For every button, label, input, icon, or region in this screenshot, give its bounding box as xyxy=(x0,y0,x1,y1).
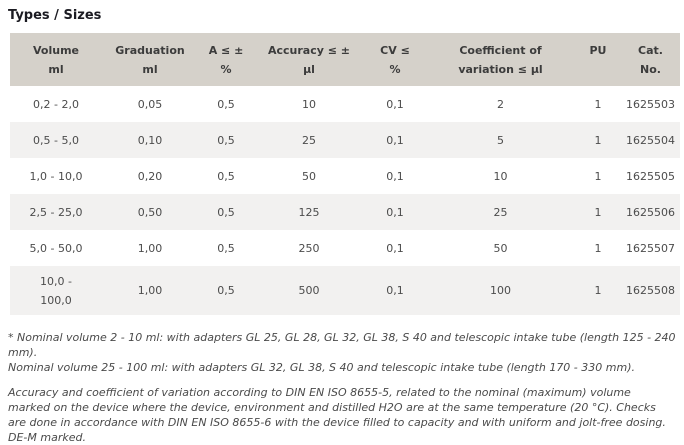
header-line: % xyxy=(389,62,401,76)
cell-volume: 10,0 - 100,0 xyxy=(10,266,102,315)
cell-pu: 1 xyxy=(594,241,602,255)
cell-cat-no: 1625505 xyxy=(626,169,675,183)
cell-accuracy: 250 xyxy=(298,241,320,255)
header-line: Accuracy ≤ ± xyxy=(267,43,351,57)
cell-pu: 1 xyxy=(594,169,602,183)
cell-cv: 0,1 xyxy=(364,266,426,315)
footnote-adapters-line1: * Nominal volume 2 - 10 ml: with adapter… xyxy=(8,331,676,359)
col-header-accuracy: Accuracy ≤ ± µl xyxy=(254,33,364,86)
header-row: Volume ml Graduation ml A ≤ ± % Accuracy… xyxy=(10,33,680,86)
header-line: A ≤ ± xyxy=(208,43,244,57)
header-line: µl xyxy=(303,62,315,76)
cell-pu: 1 xyxy=(575,194,621,230)
table-row: 2,5 - 25,0 0,50 0,5 125 0,1 25 1 1625506 xyxy=(10,194,680,230)
header-line xyxy=(577,60,619,79)
cell-graduation: 0,20 xyxy=(137,169,163,183)
footnotes: * Nominal volume 2 - 10 ml: with adapter… xyxy=(8,330,676,445)
cell-cv: 0,1 xyxy=(364,122,426,158)
header-line: ml xyxy=(48,62,64,76)
table-row: 0,5 - 5,0 0,10 0,5 25 0,1 5 1 1625504 xyxy=(10,122,680,158)
header-line: Coefficient of xyxy=(459,43,542,57)
cell-graduation: 1,00 xyxy=(137,241,163,255)
cell-pu: 1 xyxy=(575,122,621,158)
col-header-pu: PU xyxy=(575,33,621,86)
table-row: 1,0 - 10,0 0,20 0,5 50 0,1 10 1 1625505 xyxy=(10,158,680,194)
cell-cv: 0,1 xyxy=(386,169,404,183)
cell-graduation: 0,50 xyxy=(102,194,198,230)
col-header-a-percent: A ≤ ± % xyxy=(198,33,254,86)
cell-accuracy: 50 xyxy=(302,169,316,183)
header-line: PU xyxy=(589,43,607,57)
footnote-adapters: * Nominal volume 2 - 10 ml: with adapter… xyxy=(8,330,676,375)
cell-cat-no: 1625503 xyxy=(626,97,675,111)
cell-a-percent: 0,5 xyxy=(217,241,235,255)
cell-volume: 5,0 - 50,0 xyxy=(29,241,83,255)
cell-cat-no: 1625504 xyxy=(621,122,680,158)
cell-coefficient: 5 xyxy=(426,122,575,158)
types-sizes-table: Volume ml Graduation ml A ≤ ± % Accuracy… xyxy=(10,33,680,315)
table-row: 10,0 - 100,0 1,00 0,5 500 0,1 100 1 1625… xyxy=(10,266,680,315)
table-row: 5,0 - 50,0 1,00 0,5 250 0,1 50 1 1625507 xyxy=(10,230,680,266)
header-line: Graduation xyxy=(115,43,185,57)
header-line: ml xyxy=(142,62,158,76)
cell-a-percent: 0,5 xyxy=(217,169,235,183)
cell-pu: 1 xyxy=(594,97,602,111)
cell-pu: 1 xyxy=(575,266,621,315)
col-header-volume: Volume ml xyxy=(10,33,102,86)
footnote-accuracy: Accuracy and coefficient of variation ac… xyxy=(8,386,666,444)
cell-cv: 0,1 xyxy=(386,97,404,111)
cell-volume: 1,0 - 10,0 xyxy=(29,169,83,183)
header-line: CV ≤ xyxy=(380,43,410,57)
cell-volume: 2,5 - 25,0 xyxy=(10,194,102,230)
cell-volume: 0,2 - 2,0 xyxy=(33,97,79,111)
cell-coefficient: 50 xyxy=(493,241,508,255)
cell-coefficient: 10 xyxy=(493,169,508,183)
header-line: No. xyxy=(640,62,661,76)
cell-coefficient: 100 xyxy=(426,266,575,315)
cell-cat-no: 1625507 xyxy=(626,241,675,255)
col-header-coefficient: Coefficient of variation ≤ µl xyxy=(426,33,575,86)
cell-cv: 0,1 xyxy=(386,241,404,255)
cell-accuracy: 25 xyxy=(254,122,364,158)
table-body: 0,2 - 2,0 0,05 0,5 10 0,1 2 1 1625503 0,… xyxy=(10,86,680,315)
header-line: % xyxy=(220,62,232,76)
cell-volume: 0,5 - 5,0 xyxy=(10,122,102,158)
cell-graduation: 0,10 xyxy=(102,122,198,158)
page-title: Types / Sizes xyxy=(8,8,102,23)
volume-value: 10,0 - 100,0 xyxy=(40,274,72,307)
cell-accuracy: 10 xyxy=(302,97,316,111)
cell-a-percent: 0,5 xyxy=(198,266,254,315)
cell-cat-no: 1625508 xyxy=(621,266,680,315)
cell-accuracy: 500 xyxy=(254,266,364,315)
cell-accuracy: 125 xyxy=(254,194,364,230)
cell-graduation: 1,00 xyxy=(102,266,198,315)
cell-a-percent: 0,5 xyxy=(217,97,235,111)
cell-cv: 0,1 xyxy=(364,194,426,230)
col-header-cv: CV ≤ % xyxy=(364,33,426,86)
footnote-adapters-line2: Nominal volume 25 - 100 ml: with adapter… xyxy=(8,361,635,374)
cell-a-percent: 0,5 xyxy=(198,194,254,230)
cell-cat-no: 1625506 xyxy=(621,194,680,230)
cell-coefficient: 2 xyxy=(497,97,504,111)
cell-a-percent: 0,5 xyxy=(198,122,254,158)
header-line: Volume xyxy=(33,43,79,57)
header-line: Cat. xyxy=(638,43,663,57)
cell-coefficient: 25 xyxy=(426,194,575,230)
table-row: 0,2 - 2,0 0,05 0,5 10 0,1 2 1 1625503 xyxy=(10,86,680,122)
col-header-cat-no: Cat. No. xyxy=(621,33,680,86)
header-line: variation ≤ µl xyxy=(458,62,543,76)
table-header: Volume ml Graduation ml A ≤ ± % Accuracy… xyxy=(10,33,680,86)
cell-graduation: 0,05 xyxy=(137,97,163,111)
col-header-graduation: Graduation ml xyxy=(102,33,198,86)
